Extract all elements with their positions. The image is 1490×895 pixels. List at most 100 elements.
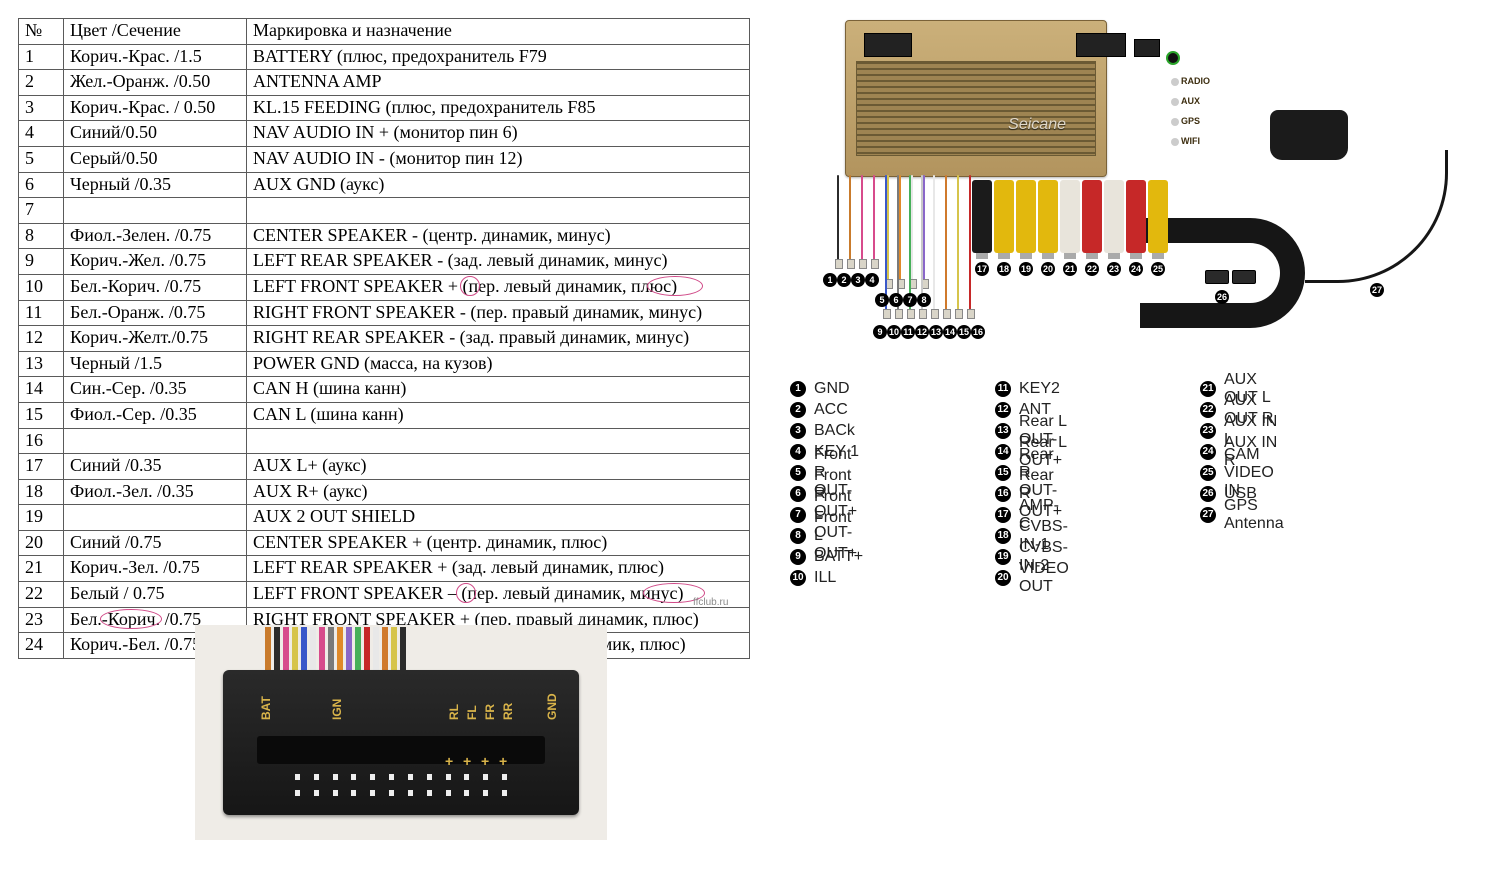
connector-pin-label: FL <box>465 705 479 720</box>
pin-dot <box>408 790 413 796</box>
wire-bundle-1-16: 12345678910111213141516 <box>795 175 985 325</box>
cell-num: 10 <box>19 274 64 300</box>
legend-number-dot: 16 <box>995 486 1011 502</box>
pin-dot <box>389 774 394 780</box>
table-row: 7 <box>19 198 750 224</box>
hu-right-label: AUX <box>1181 96 1200 106</box>
legend-number-dot: 13 <box>995 423 1011 439</box>
table-row: 2Жел.-Оранж. /0.50ANTENNA AMP <box>19 70 750 96</box>
connector-pin-label: RR <box>501 703 515 720</box>
legend-number-dot: 25 <box>1200 465 1216 481</box>
rca-plug <box>1126 180 1146 253</box>
pin-number-dot: 3 <box>851 273 865 287</box>
cell-desc: KL.15 FEEDING (плюс, предохранитель F85 <box>247 95 750 121</box>
connector-pin-label: BAT <box>259 696 273 720</box>
cell-num: 16 <box>19 428 64 454</box>
pin-number-dot: 24 <box>1129 262 1143 276</box>
table-row: 8Фиол.-Зелен. /0.75CENTER SPEAKER - (цен… <box>19 223 750 249</box>
usb-plug-a <box>1205 270 1229 284</box>
cell-color: Корич.-Крас. / 0.50 <box>64 95 247 121</box>
hu-right-label: GPS <box>1181 116 1200 126</box>
connector-plus-label: + <box>481 753 489 769</box>
table-row: 21Корич.-Зел. /0.75LEFT REAR SPEAKER + (… <box>19 556 750 582</box>
pin-number-dot: 19 <box>1019 262 1033 276</box>
connector-plus-label: + <box>463 753 471 769</box>
harness-wire <box>899 175 901 285</box>
cell-desc: NAV AUDIO IN + (монитор пин 6) <box>247 121 750 147</box>
pin-number-dot: 6 <box>889 293 903 307</box>
table-row: 9Корич.-Жел. /0.75LEFT REAR SPEAKER - (з… <box>19 249 750 275</box>
pin-dot <box>351 790 356 796</box>
connector-wire <box>283 627 289 671</box>
legend-number-dot: 20 <box>995 570 1011 586</box>
pin-number-dot: 1 <box>823 273 837 287</box>
cell-num: 1 <box>19 44 64 70</box>
legend-number-dot: 7 <box>790 507 806 523</box>
harness-wire <box>861 175 863 265</box>
table-row: 4Синий/0.50NAV AUDIO IN + (монитор пин 6… <box>19 121 750 147</box>
legend-label: BATT+ <box>814 548 863 566</box>
legend-number-dot: 14 <box>995 444 1011 460</box>
pin-number-dot: 13 <box>929 325 943 339</box>
legend-number-dot: 24 <box>1200 444 1216 460</box>
cell-color: Бел.-Оранж. /0.75 <box>64 300 247 326</box>
cell-desc: AUX GND (аукс) <box>247 172 750 198</box>
harness-wire <box>849 175 851 265</box>
pin-dot <box>427 790 432 796</box>
port-rca <box>1076 33 1126 57</box>
cell-desc: AUX R+ (аукс) <box>247 479 750 505</box>
rca-plug <box>1148 180 1168 253</box>
cell-desc: LEFT FRONT SPEAKER + (пер. левый динамик… <box>247 274 750 300</box>
harness-wire <box>911 175 913 285</box>
legend-row: 10ILL <box>790 567 863 588</box>
gps-cable <box>1305 150 1448 283</box>
cell-desc: LEFT REAR SPEAKER - (зад. левый динамик,… <box>247 249 750 275</box>
harness-wire <box>933 175 935 315</box>
col-header-num: № <box>19 19 64 45</box>
cell-color: Белый / 0.75 <box>64 582 247 608</box>
legend-number-dot: 10 <box>790 570 806 586</box>
pin-dot <box>446 790 451 796</box>
legend-row: 11KEY2 <box>995 378 1069 399</box>
pin-dot <box>295 790 300 796</box>
cell-num: 8 <box>19 223 64 249</box>
pin-number-dot: 22 <box>1085 262 1099 276</box>
pin-number-dot: 18 <box>997 262 1011 276</box>
legend-number-dot: 6 <box>790 486 806 502</box>
cell-color: Синий /0.35 <box>64 454 247 480</box>
pin-dot <box>427 774 432 780</box>
pin-dot <box>408 774 413 780</box>
legend-number-dot: 3 <box>790 423 806 439</box>
cell-num: 9 <box>19 249 64 275</box>
legend-number-dot: 17 <box>995 507 1011 523</box>
cell-desc: NAV AUDIO IN - (монитор пин 12) <box>247 146 750 172</box>
pin-number-dot: 2 <box>837 273 851 287</box>
cell-num: 2 <box>19 70 64 96</box>
rca-plug <box>1082 180 1102 253</box>
harness-wire <box>887 175 889 285</box>
table-row: 18Фиол.-Зел. /0.35AUX R+ (аукс) <box>19 479 750 505</box>
connector-wire <box>355 627 361 671</box>
connector-pin-label: FR <box>483 704 497 720</box>
legend-label: ACC <box>814 401 848 419</box>
pin-dot <box>483 774 488 780</box>
highlight-oval <box>100 609 162 629</box>
legend-number-dot: 27 <box>1200 507 1216 523</box>
highlight-oval <box>456 583 476 603</box>
col-header-color: Цвет /Сечение <box>64 19 247 45</box>
highlight-oval <box>460 276 480 296</box>
legend-row: 2ACC <box>790 399 863 420</box>
pin-number-dot: 10 <box>887 325 901 339</box>
cell-color: Фиол.-Зел. /0.35 <box>64 479 247 505</box>
table-row: 15Фиол.-Сер. /0.35CAN L (шина канн) <box>19 402 750 428</box>
connector-wire <box>346 627 352 671</box>
cell-num: 18 <box>19 479 64 505</box>
cell-num: 7 <box>19 198 64 224</box>
pin-number-dot: 25 <box>1151 262 1165 276</box>
pin-number-dot: 26 <box>1215 290 1229 304</box>
cell-color: Серый/0.50 <box>64 146 247 172</box>
heatsink-grille <box>856 61 1096 156</box>
cell-desc: LEFT FRONT SPEAKER – (пер. левый динамик… <box>247 582 750 608</box>
legend-number-dot: 15 <box>995 465 1011 481</box>
legend-row: 8Front L OUT+ <box>790 525 863 546</box>
